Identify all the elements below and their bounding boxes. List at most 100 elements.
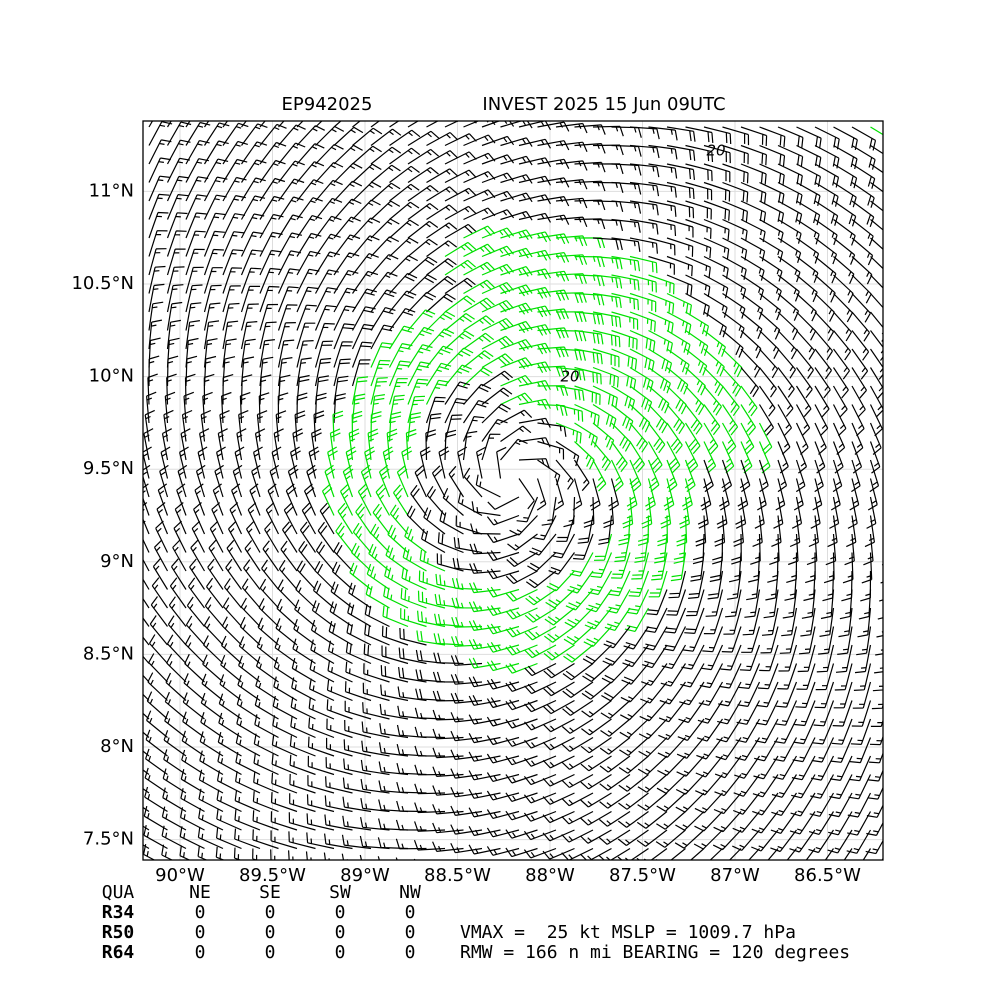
wind-barb bbox=[631, 552, 650, 580]
wind-barb bbox=[754, 737, 779, 762]
wind-barb bbox=[202, 391, 213, 424]
wind-barb bbox=[259, 321, 277, 350]
wind-barb bbox=[486, 716, 520, 727]
wind-barb bbox=[796, 311, 817, 341]
wind-barb bbox=[432, 766, 464, 777]
wind-barb bbox=[744, 589, 761, 618]
wind-barb bbox=[197, 446, 208, 479]
wind-barb bbox=[444, 223, 477, 239]
wind-barb bbox=[352, 217, 381, 239]
wind-barb bbox=[601, 681, 631, 702]
wind-barb bbox=[362, 702, 390, 720]
wind-barb bbox=[306, 813, 335, 831]
wind-barb bbox=[352, 253, 379, 276]
wind-barb bbox=[462, 416, 485, 442]
wind-barb bbox=[462, 430, 478, 461]
radius-value: 0 bbox=[195, 902, 206, 923]
wind-barb bbox=[426, 150, 458, 165]
wind-barb bbox=[294, 599, 316, 627]
wind-barb bbox=[240, 267, 262, 294]
y-tick-label: 9.5°N bbox=[83, 458, 134, 479]
wind-barb bbox=[641, 496, 653, 529]
wind-barb bbox=[592, 237, 623, 251]
wind-barb bbox=[486, 735, 520, 746]
wind-barb bbox=[259, 303, 279, 331]
wind-barb bbox=[796, 330, 816, 360]
wind-barb bbox=[611, 200, 642, 214]
wind-barb bbox=[333, 216, 361, 239]
wind-barb bbox=[345, 642, 372, 665]
wind-barb bbox=[203, 212, 226, 239]
wind-barb bbox=[222, 338, 237, 368]
wind-barb bbox=[524, 625, 557, 641]
wind-barb bbox=[468, 770, 501, 781]
wind-barb bbox=[296, 121, 304, 128]
wind-barb bbox=[709, 848, 723, 860]
wind-barb bbox=[481, 281, 514, 295]
wind-barb bbox=[814, 163, 840, 188]
wind-barb bbox=[148, 265, 166, 294]
wind-barb bbox=[151, 577, 168, 609]
wind-barb bbox=[310, 639, 335, 665]
wind-barb bbox=[722, 404, 739, 436]
wind-barb bbox=[468, 826, 501, 837]
wind-barb bbox=[831, 718, 853, 745]
wind-barb bbox=[241, 121, 247, 128]
wind-barb bbox=[870, 237, 883, 250]
wind-barb bbox=[333, 126, 364, 146]
wind-barb bbox=[561, 792, 594, 807]
wind-barb bbox=[849, 737, 872, 764]
wind-barb bbox=[867, 786, 883, 800]
wind-barb bbox=[426, 310, 456, 331]
wind-barb bbox=[487, 496, 520, 510]
wind-barb bbox=[660, 496, 672, 529]
wind-barb bbox=[685, 126, 714, 143]
wind-barb bbox=[146, 710, 168, 738]
wind-barb bbox=[381, 645, 409, 665]
wind-barb bbox=[621, 663, 649, 685]
info-line: RMW = 166 n mi BEARING = 120 degrees bbox=[460, 942, 850, 963]
wind-barb bbox=[200, 409, 212, 442]
wind-barb bbox=[777, 311, 799, 341]
wind-barb bbox=[851, 348, 869, 380]
wind-barb bbox=[442, 487, 464, 516]
wind-barb bbox=[182, 692, 205, 720]
wind-barb bbox=[166, 653, 187, 683]
wind-barb bbox=[317, 521, 335, 553]
wind-barb bbox=[629, 181, 660, 197]
wind-barb bbox=[407, 256, 438, 276]
wind-barb bbox=[450, 824, 483, 835]
wind-barb bbox=[481, 263, 514, 276]
wind-barb bbox=[327, 446, 338, 479]
wind-barb bbox=[378, 464, 391, 498]
wind-barb bbox=[212, 483, 224, 516]
wind-barb bbox=[274, 637, 298, 664]
wind-barb bbox=[722, 218, 748, 242]
wind-barb bbox=[146, 391, 157, 424]
wind-barb bbox=[666, 441, 681, 474]
wind-barb bbox=[696, 737, 723, 760]
wind-barb bbox=[450, 843, 483, 854]
wind-barb bbox=[240, 597, 261, 627]
wind-barb bbox=[791, 755, 816, 781]
wind-barb bbox=[296, 304, 317, 331]
wind-barb bbox=[582, 663, 612, 683]
wind-barb bbox=[707, 570, 724, 600]
wind-barb bbox=[740, 181, 767, 204]
wind-barb bbox=[419, 446, 431, 479]
wind-barb bbox=[854, 644, 872, 674]
wind-barb bbox=[500, 284, 533, 297]
wind-barb bbox=[378, 761, 409, 776]
wind-barb bbox=[247, 502, 261, 535]
wind-barb bbox=[203, 176, 228, 202]
wind-barb bbox=[555, 459, 574, 490]
wind-barb bbox=[364, 623, 390, 646]
wind-barb bbox=[468, 807, 501, 818]
wind-barb bbox=[636, 811, 668, 829]
wind-barb bbox=[690, 552, 705, 582]
wind-barb bbox=[407, 167, 439, 183]
wind-barb bbox=[759, 126, 786, 147]
wind-barb bbox=[432, 671, 464, 683]
wind-barb bbox=[468, 620, 501, 631]
wind-barb bbox=[444, 169, 477, 184]
